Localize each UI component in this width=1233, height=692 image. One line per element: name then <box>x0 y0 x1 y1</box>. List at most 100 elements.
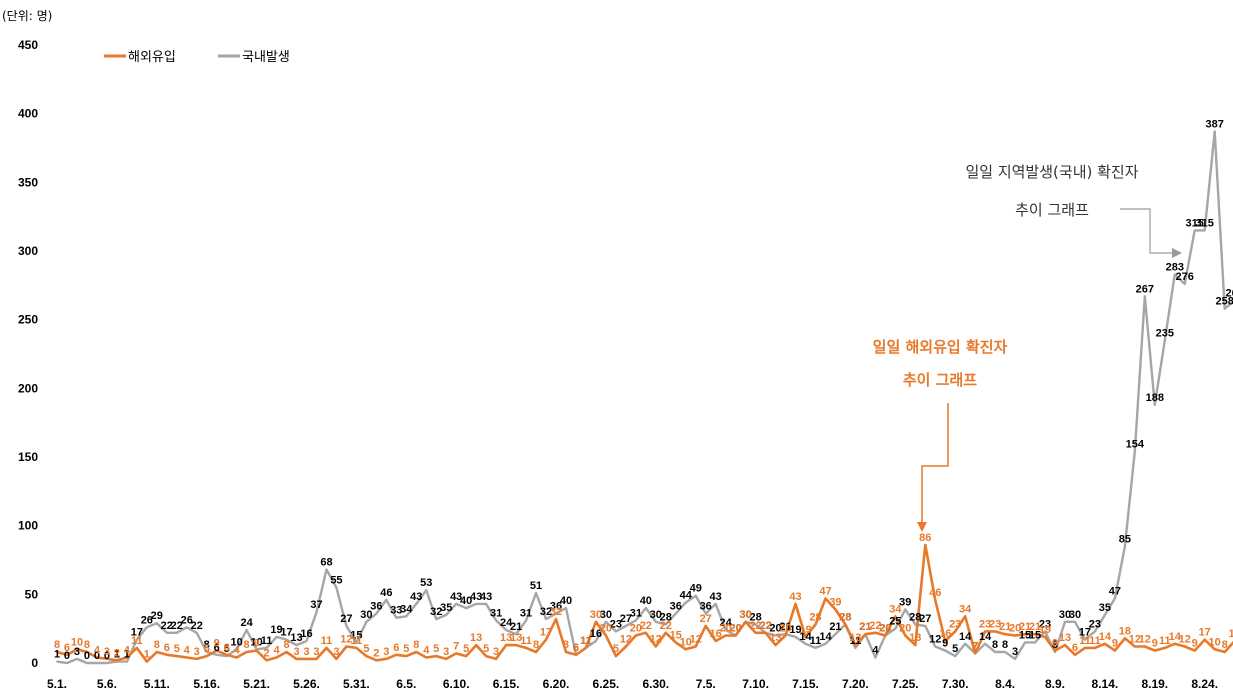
data-point-overseas <box>125 656 128 659</box>
x-tick-label: 8.14. <box>1092 677 1119 691</box>
data-point-overseas <box>465 655 468 658</box>
data-point-domestic <box>435 618 438 620</box>
data-point-overseas <box>614 655 617 658</box>
data-label-overseas: 6 <box>573 642 579 654</box>
data-label-domestic: 44 <box>680 590 693 602</box>
data-label-overseas: 19 <box>799 624 811 636</box>
data-point-domestic <box>66 662 68 664</box>
data-point-overseas <box>1004 633 1006 636</box>
data-label-domestic: 26 <box>141 614 153 626</box>
data-point-overseas <box>1203 638 1206 641</box>
data-point-domestic <box>904 608 907 611</box>
data-point-overseas <box>435 655 438 658</box>
data-point-overseas <box>1064 644 1066 647</box>
data-label-overseas: 13 <box>510 632 522 644</box>
data-label-overseas: 20 <box>779 623 791 635</box>
data-label-overseas: 9 <box>1112 638 1118 650</box>
data-label-overseas: 3 <box>443 646 449 658</box>
data-point-overseas <box>195 657 198 660</box>
x-tick-label: 8.24. <box>1191 677 1218 691</box>
x-tick-label: 6.5. <box>396 677 416 691</box>
data-point-overseas <box>285 651 288 653</box>
data-point-overseas <box>1074 653 1076 656</box>
data-label-domestic: 8 <box>1002 639 1008 651</box>
data-point-overseas <box>884 634 887 637</box>
data-point-domestic <box>1044 630 1046 633</box>
data-label-domestic: 29 <box>151 610 163 622</box>
y-tick-label: 250 <box>18 313 38 327</box>
data-point-domestic <box>345 625 348 627</box>
data-label-domestic: 283 <box>1166 261 1184 273</box>
data-point-domestic <box>1064 620 1066 623</box>
data-point-domestic <box>565 607 567 609</box>
data-point-domestic <box>185 626 188 629</box>
data-label-domestic: 14 <box>979 631 992 643</box>
data-point-domestic <box>145 626 148 629</box>
data-label-domestic: 17 <box>280 627 292 639</box>
data-point-domestic <box>275 636 278 638</box>
data-label-domestic: 17 <box>131 627 143 639</box>
data-point-domestic <box>654 620 657 623</box>
data-label-overseas: 4 <box>234 645 241 657</box>
data-point-overseas <box>525 646 527 649</box>
data-point-domestic <box>555 612 557 615</box>
y-tick-label: 0 <box>31 656 38 670</box>
data-point-domestic <box>834 633 837 636</box>
data-point-overseas <box>145 660 148 663</box>
data-label-overseas: 17 <box>540 627 552 639</box>
data-point-overseas <box>1143 645 1146 648</box>
data-point-domestic <box>385 598 388 601</box>
x-tick-label: 5.16. <box>193 677 220 691</box>
data-point-overseas <box>155 651 158 653</box>
data-label-domestic: 3 <box>74 646 80 658</box>
data-point-domestic <box>994 651 997 653</box>
data-label-domestic: 6 <box>214 642 220 654</box>
data-label-overseas: 7 <box>972 640 978 652</box>
data-label-overseas: 8 <box>154 639 160 651</box>
data-point-overseas <box>595 620 597 623</box>
data-label-overseas: 9 <box>254 638 260 650</box>
data-label-domestic: 276 <box>1176 271 1194 283</box>
data-label-domestic: 10 <box>250 636 262 648</box>
data-label-overseas: 27 <box>700 613 712 625</box>
data-point-overseas <box>205 655 208 658</box>
data-label-overseas: 8 <box>563 639 569 651</box>
y-tick-label: 50 <box>25 587 39 601</box>
data-point-domestic <box>1203 229 1206 232</box>
data-label-overseas: 21 <box>999 621 1011 633</box>
data-point-domestic <box>694 594 697 597</box>
data-point-domestic <box>455 603 458 605</box>
data-label-domestic: 10 <box>231 636 243 648</box>
data-point-overseas <box>1113 649 1116 652</box>
data-label-domestic: 43 <box>480 591 492 603</box>
data-label-domestic: 13 <box>290 632 302 644</box>
data-point-overseas <box>1223 651 1226 653</box>
data-label-overseas: 3 <box>104 646 110 658</box>
x-tick-label: 7.10. <box>742 677 769 691</box>
data-point-domestic <box>944 649 947 652</box>
data-point-overseas <box>634 634 637 637</box>
data-label-overseas: 13 <box>769 632 781 644</box>
data-label-overseas: 8 <box>283 639 289 651</box>
data-point-overseas <box>914 644 917 647</box>
data-label-overseas: 10 <box>71 636 83 648</box>
data-label-domestic: 20 <box>879 623 891 635</box>
data-point-domestic <box>125 660 128 663</box>
data-point-domestic <box>1173 273 1176 276</box>
data-point-domestic <box>984 642 987 645</box>
data-label-overseas: 8 <box>84 639 90 651</box>
data-point-domestic <box>175 631 178 634</box>
data-label-domestic: 0 <box>64 650 70 662</box>
data-label-overseas: 17 <box>1199 627 1211 639</box>
data-point-overseas <box>345 645 348 648</box>
data-point-overseas <box>714 640 717 642</box>
data-point-overseas <box>704 625 707 627</box>
x-tick-label: 5.6. <box>97 677 117 691</box>
data-label-overseas: 13 <box>849 632 861 644</box>
data-label-domestic: 22 <box>759 620 771 632</box>
data-point-overseas <box>764 631 767 634</box>
data-label-domestic: 24 <box>500 617 513 629</box>
data-point-overseas <box>505 644 507 647</box>
data-label-overseas: 6 <box>64 642 70 654</box>
data-label-overseas: 12 <box>650 634 662 646</box>
